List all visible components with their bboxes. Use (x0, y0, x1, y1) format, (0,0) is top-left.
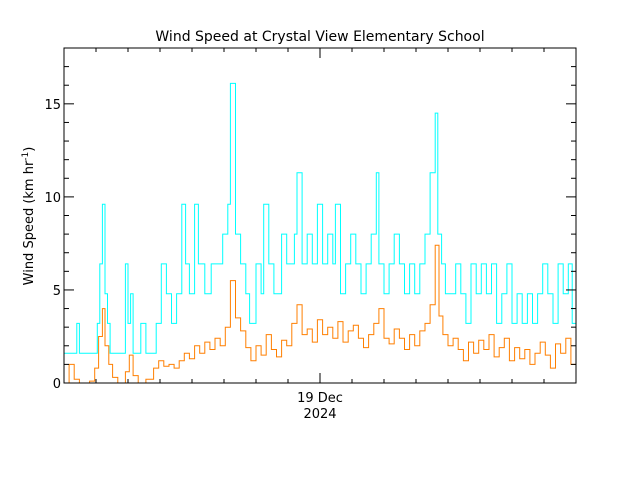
y-axis-label-main: Wind Speed (km hr (22, 160, 37, 285)
x-tick-label-year: 2024 (303, 407, 336, 422)
y-axis-label-superscript: -1 (21, 152, 31, 161)
y-axis-label: Wind Speed (km hr-1) (21, 147, 37, 286)
x-axis (63, 48, 577, 383)
series-line-average (64, 244, 577, 384)
y-tick-label: 15 (44, 98, 61, 113)
plot-series (64, 82, 577, 384)
y-tick-label: 0 (53, 377, 61, 392)
y-axis-label-close: ) (22, 147, 37, 152)
x-tick-label-date: 19 Dec (297, 391, 343, 406)
y-tick-label: 5 (53, 284, 61, 299)
series-line-gust (64, 82, 577, 354)
chart-title: Wind Speed at Crystal View Elementary Sc… (155, 29, 484, 45)
y-tick-label: 10 (44, 191, 61, 206)
y-axis: 0 5 10 15 (44, 47, 576, 392)
